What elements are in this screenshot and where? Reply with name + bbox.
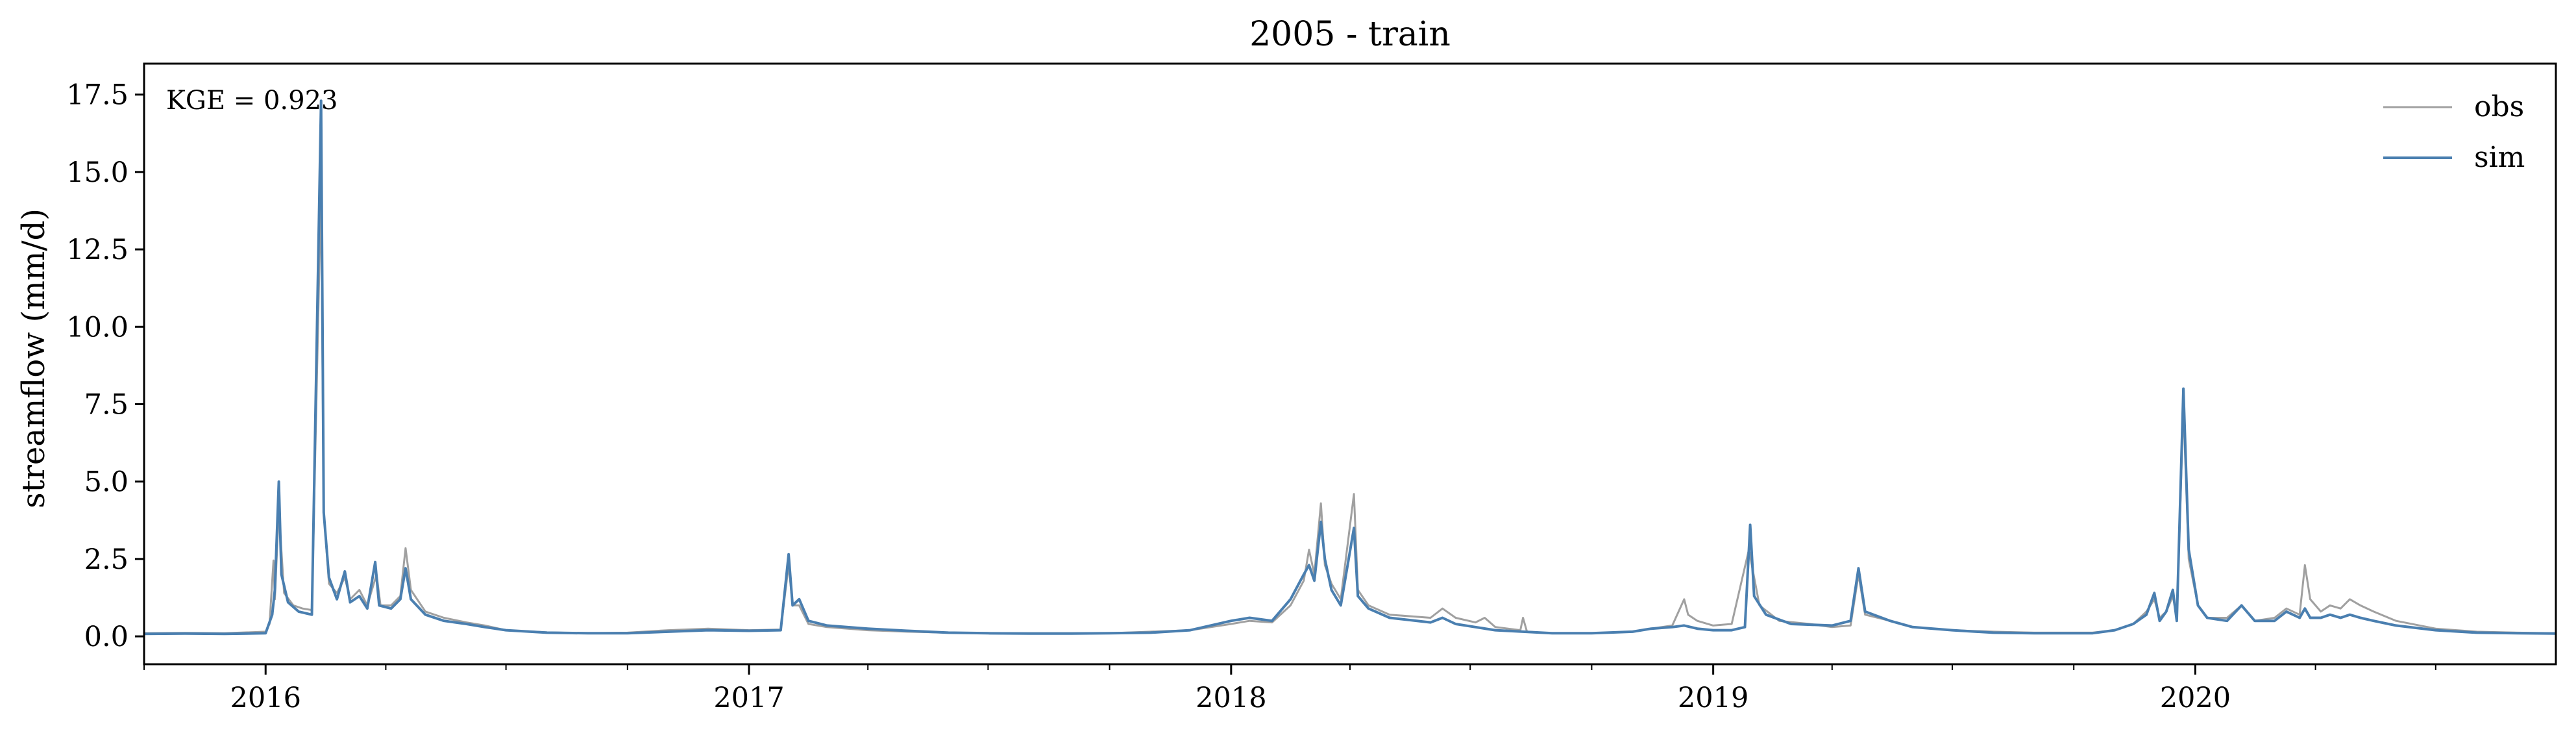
y-tick-label: 7.5	[84, 388, 129, 421]
y-axis-label: streamflow (mm/d)	[16, 208, 52, 508]
y-tick-label: 17.5	[66, 79, 129, 112]
legend-label-sim: sim	[2474, 141, 2525, 174]
y-tick-label: 0.0	[84, 621, 129, 653]
y-axis: 0.0 2.5 5.0 7.5 10.0 12.5 15.0 17.5	[66, 79, 144, 653]
y-tick-label: 5.0	[84, 466, 129, 499]
legend: obs sim	[2383, 90, 2525, 174]
x-tick-label: 2016	[230, 682, 301, 714]
y-tick-label: 2.5	[84, 543, 129, 576]
series-layer	[143, 99, 2557, 636]
chart-title: 2005 - train	[1249, 15, 1451, 54]
x-tick-label: 2020	[2160, 682, 2231, 714]
y-tick-label: 12.5	[66, 234, 129, 266]
x-tick-label: 2018	[1196, 682, 1266, 714]
plot-area	[143, 62, 2557, 666]
x-tick-label: 2017	[713, 682, 784, 714]
series-line-obs	[143, 186, 2557, 634]
x-axis: 2016 2017 2018 2019 2020	[143, 664, 2436, 714]
plot-frame	[143, 62, 2557, 666]
series-line-sim	[143, 99, 2557, 636]
kge-annotation: KGE = 0.923	[166, 86, 338, 116]
legend-label-obs: obs	[2474, 90, 2524, 123]
y-tick-label: 10.0	[66, 311, 129, 343]
y-tick-label: 15.0	[66, 156, 129, 189]
x-tick-label: 2019	[1678, 682, 1748, 714]
